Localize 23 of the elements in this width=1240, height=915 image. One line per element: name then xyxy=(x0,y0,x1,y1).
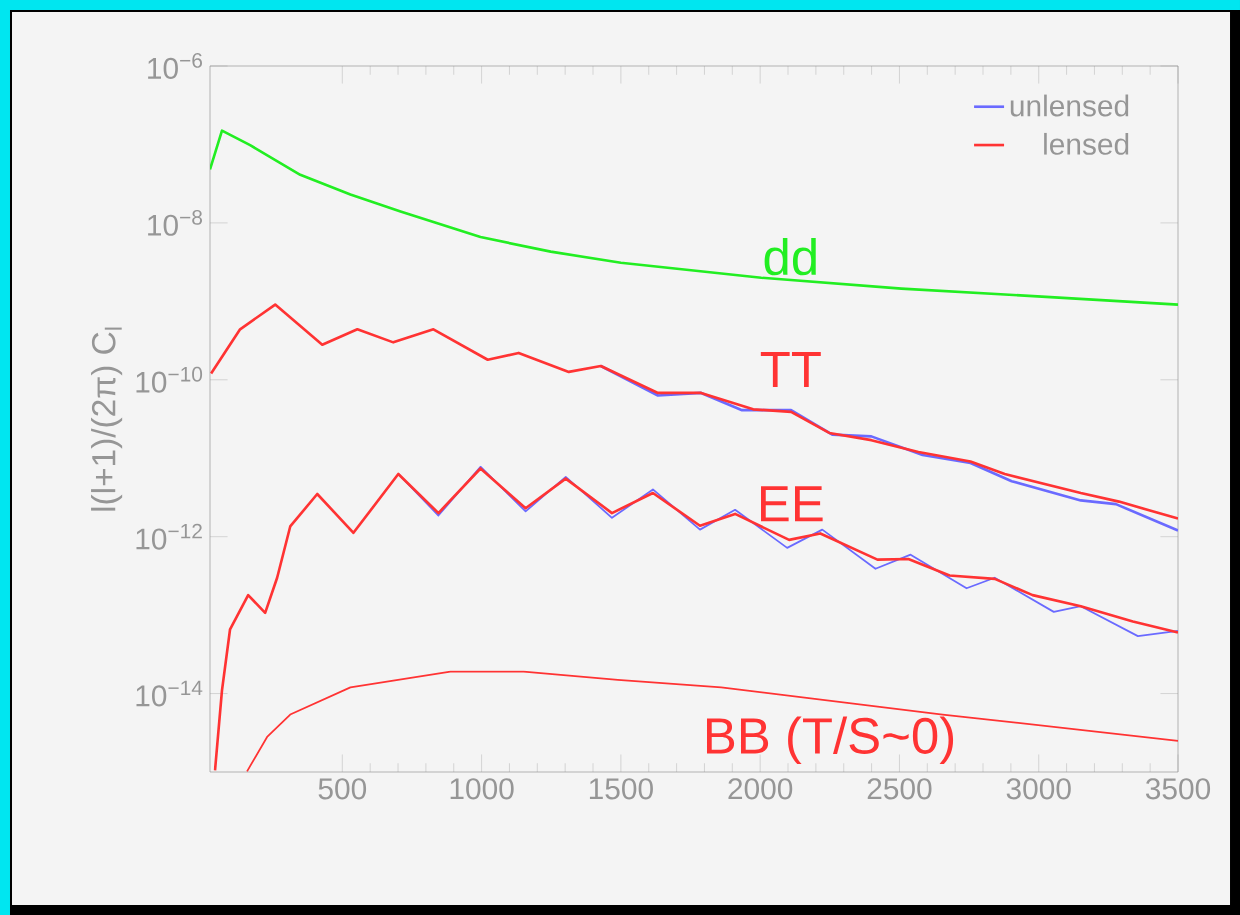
x-tick-label: 1500 xyxy=(589,778,653,800)
line-series xyxy=(210,303,1179,520)
annotation: TT xyxy=(760,352,821,388)
x-tick-label: 3500 xyxy=(1145,778,1211,800)
x-tick-label: 2000 xyxy=(728,778,793,800)
y-tick-label: 10$^{−10}$ xyxy=(136,366,203,393)
legend-label: lensed xyxy=(1044,132,1129,155)
x-tick-label: 3000 xyxy=(1006,778,1071,800)
y-tick-label: 10$^{−14}$ xyxy=(136,680,203,707)
y-tick-label: 10$^{−8}$ xyxy=(148,209,203,236)
annotation: BB (T/S~0) xyxy=(706,716,954,764)
y-tick-label: 10$^{−12}$ xyxy=(136,523,202,550)
y-tick-label: 10$^{−6}$ xyxy=(148,53,203,79)
x-tick-label: 500 xyxy=(318,778,367,800)
annotation: EE xyxy=(761,486,823,522)
line-series xyxy=(246,670,1179,773)
y-axis-title: l(l+1)/(2π) C$_{l}$ xyxy=(91,327,123,511)
line-series xyxy=(213,467,1179,772)
legend-label: unlensed xyxy=(1010,94,1129,117)
line-series xyxy=(210,129,1179,306)
x-tick-label: 2500 xyxy=(867,778,932,800)
annotation: dd xyxy=(764,237,816,276)
x-tick-label: 1000 xyxy=(450,778,514,800)
